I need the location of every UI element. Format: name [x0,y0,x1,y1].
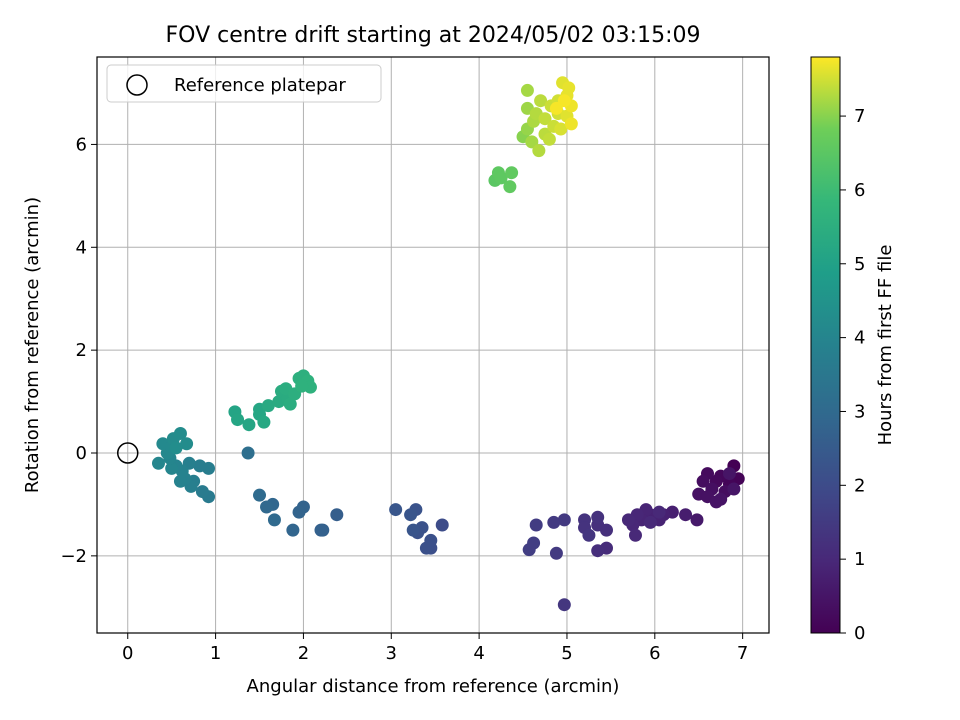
x-tick-label: 2 [298,643,309,664]
data-point [520,83,534,97]
y-axis-label: Rotation from reference (arcmin) [22,197,43,493]
data-point [314,523,328,537]
data-point [260,500,274,514]
colorbar-tick-label: 6 [854,180,865,201]
data-point [547,515,561,529]
data-point [173,426,187,440]
data-point [283,397,297,411]
data-point [286,523,300,537]
data-point [503,180,517,194]
data-point [557,513,571,527]
colorbar-tick-label: 3 [854,401,865,422]
data-point [267,513,281,527]
data-point [292,505,306,519]
data-point [542,132,556,146]
data-point [257,415,271,429]
data-point [652,505,666,519]
data-point [529,518,543,532]
colorbar-tick-label: 2 [854,475,865,496]
x-tick-label: 4 [473,643,484,664]
data-point [538,112,552,126]
data-point [714,492,728,506]
data-point [231,413,245,427]
colorbar-tick-label: 0 [854,623,865,644]
data-point [180,437,194,451]
data-point [564,117,578,131]
colorbar-tick-label: 4 [854,328,865,349]
data-point [532,144,546,158]
data-point [435,518,449,532]
x-tick-label: 3 [386,643,397,664]
reference-marker [116,442,139,464]
data-point [195,485,209,499]
data-point [424,533,438,547]
x-tick-label: 0 [122,643,133,664]
data-point [389,503,403,517]
data-points [151,76,745,612]
y-tick-label: 6 [76,134,87,155]
data-point [621,513,635,527]
data-point [242,418,256,432]
data-point [173,474,187,488]
colorbar-gradient [810,56,841,634]
data-point [522,543,536,557]
data-point [406,523,420,537]
grid-lines [97,57,769,633]
data-point [193,459,207,473]
data-point [505,166,519,180]
colorbar-label: Hours from first FF file [875,245,896,446]
data-point [554,122,568,136]
data-point [169,441,183,455]
y-tick-label: −2 [60,546,87,567]
y-tick-label: 4 [76,237,87,258]
data-point [628,528,642,542]
x-tick-label: 7 [737,643,748,664]
data-point [330,508,344,522]
colorbar-tick-label: 7 [854,106,865,127]
x-axis-ticks: 0 1 2 3 4 5 6 7 [122,633,748,664]
data-point [591,510,605,524]
data-point [151,456,165,470]
y-tick-label: 0 [76,443,87,464]
legend-box [106,64,382,103]
data-point [261,399,275,413]
data-point [696,474,710,488]
data-point [534,94,548,108]
x-axis-label: Angular distance from reference (arcmin) [247,676,620,697]
x-tick-label: 5 [561,643,572,664]
data-point [494,171,508,185]
colorbar: 0 1 2 3 4 5 6 7 Hours from first FF file [810,56,896,644]
data-point [690,513,704,527]
colorbar-ticks: 0 1 2 3 4 5 6 7 [840,106,865,644]
data-point [582,528,596,542]
data-point [591,544,605,558]
data-point [549,101,563,115]
legend-entry: Reference platepar [174,75,346,96]
data-point [165,461,179,475]
data-point [643,515,657,529]
x-tick-label: 1 [210,643,221,664]
data-point [253,488,267,502]
data-point [295,379,309,393]
data-point [562,81,576,95]
data-point [241,446,255,460]
data-point [525,135,539,149]
data-point [727,482,741,496]
data-point [557,598,571,612]
colorbar-tick-label: 1 [854,549,865,570]
data-point [549,546,563,560]
y-tick-label: 2 [76,340,87,361]
x-tick-label: 6 [649,643,660,664]
legend-reference-icon [126,74,148,96]
colorbar-tick-label: 5 [854,254,865,275]
y-axis-ticks: −2 0 2 4 6 [60,134,97,567]
data-point [404,508,418,522]
plot-frame [96,56,770,634]
data-point [722,467,736,481]
data-point [679,508,693,522]
chart-title: FOV centre drift starting at 2024/05/02 … [166,23,701,48]
legend: Reference platepar [106,64,382,103]
